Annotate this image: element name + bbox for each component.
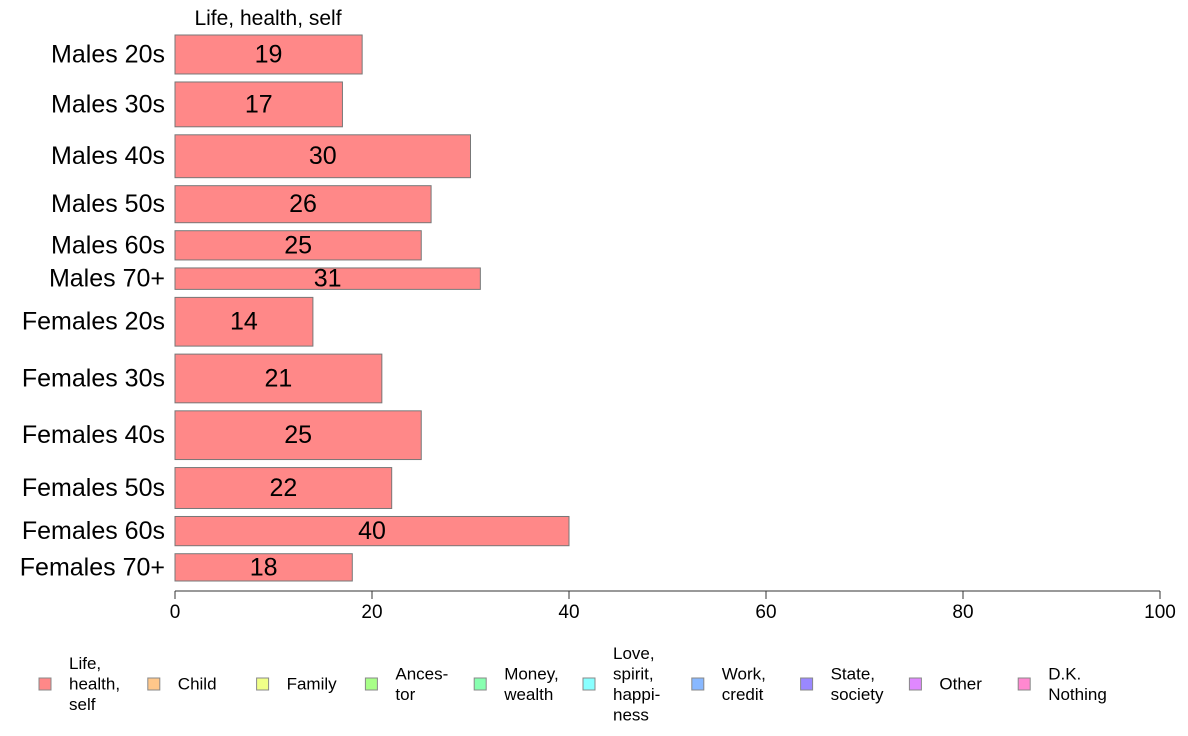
category-label: Females 40s — [22, 421, 165, 449]
bar-11 — [174, 553, 353, 582]
x-tick-label: 100 — [1144, 602, 1176, 623]
value-label: 25 — [284, 231, 312, 259]
bar-4 — [174, 230, 422, 261]
legend-item: Family — [256, 675, 338, 694]
legend-label: Child — [178, 675, 217, 694]
legend-item: Child — [147, 675, 217, 694]
category-label: Males 50s — [51, 190, 165, 218]
legend-label: self — [69, 695, 96, 714]
category-label: Males 70+ — [49, 265, 165, 293]
chart-title: Life, health, self — [194, 7, 341, 30]
legend-label: Nothing — [1048, 685, 1107, 704]
legend-item: Work, credit — [691, 664, 766, 704]
value-label: 30 — [309, 142, 337, 170]
value-label: 22 — [269, 474, 297, 502]
bar-6 — [174, 296, 314, 347]
bar-5 — [174, 267, 481, 290]
legend-item: D.K. Nothing — [1017, 664, 1107, 704]
legend-swatch — [800, 677, 814, 691]
category-label: Males 60s — [51, 231, 165, 259]
legend-label: wealth — [503, 685, 553, 704]
value-label: 18 — [250, 553, 278, 581]
x-tick-label: 0 — [170, 602, 181, 623]
legend: Life, health,self Child Family Ances-tor Mone… — [38, 644, 1107, 724]
x-tick-label: 80 — [952, 602, 973, 623]
legend-label: Life, — [69, 654, 101, 673]
value-label: 26 — [289, 190, 317, 218]
legend-label: tor — [395, 685, 415, 704]
legend-item: Love,spirit, happi-ness — [582, 644, 660, 724]
legend-label: Family — [287, 675, 338, 694]
legend-swatch — [147, 677, 161, 691]
legend-swatch — [256, 677, 270, 691]
bar-10 — [174, 515, 570, 547]
value-label: 19 — [255, 40, 283, 68]
value-label: 14 — [230, 308, 258, 336]
bar-3 — [174, 185, 432, 224]
category-label: Females 70+ — [20, 553, 165, 581]
legend-label: credit — [722, 685, 764, 704]
legend-label: Ances- — [395, 664, 448, 683]
legend-label: D.K. — [1048, 664, 1081, 683]
legend-label: Other — [939, 675, 982, 694]
category-label: Males 40s — [51, 142, 165, 170]
legend-swatch — [1017, 677, 1031, 691]
value-label: 31 — [314, 265, 342, 293]
legend-swatch — [473, 677, 487, 691]
legend-label: Love, — [613, 644, 655, 663]
legend-label: Work, — [722, 664, 766, 683]
legend-item: Ances-tor — [364, 664, 448, 704]
legend-label: happi- — [613, 685, 660, 704]
bar-7 — [174, 353, 383, 404]
legend-label: State, — [831, 664, 875, 683]
legend-item: Money, wealth — [473, 664, 559, 704]
bar-9 — [174, 467, 393, 509]
bar-2 — [174, 134, 471, 179]
x-tick-label: 60 — [755, 602, 776, 623]
legend-swatch — [38, 677, 52, 691]
legend-item: Other — [908, 675, 982, 694]
legend-label: society — [831, 685, 884, 704]
legend-swatch — [364, 677, 378, 691]
legend-item: State, society — [800, 664, 884, 704]
value-label: 25 — [284, 421, 312, 449]
category-label: Females 50s — [22, 474, 165, 502]
bar-8 — [174, 410, 422, 461]
bar-1 — [174, 81, 343, 128]
bars-group: Males 20s 19 Males 30s 17 Males 40s 30 Males 5… — [20, 34, 570, 582]
value-label: 21 — [265, 364, 293, 392]
legend-label: ness — [613, 705, 649, 724]
category-label: Males 30s — [51, 90, 165, 118]
legend-swatch — [582, 677, 596, 691]
bar-0 — [174, 34, 363, 75]
value-label: 17 — [245, 90, 273, 118]
category-label: Females 20s — [22, 308, 165, 336]
legend-swatch — [908, 677, 922, 691]
category-label: Males 20s — [51, 40, 165, 68]
legend-label: Money, — [504, 664, 559, 683]
legend-label: health, — [69, 675, 120, 694]
legend-label: spirit, — [613, 664, 654, 683]
category-label: Females 30s — [22, 364, 165, 392]
legend-swatch — [691, 677, 705, 691]
x-axis: 0 20 40 60 80 100 — [170, 590, 1176, 623]
legend-item: Life, health,self — [38, 654, 120, 714]
x-tick-label: 40 — [558, 602, 579, 623]
value-label: 40 — [358, 517, 386, 545]
category-label: Females 60s — [22, 517, 165, 545]
x-tick-label: 20 — [361, 602, 382, 623]
